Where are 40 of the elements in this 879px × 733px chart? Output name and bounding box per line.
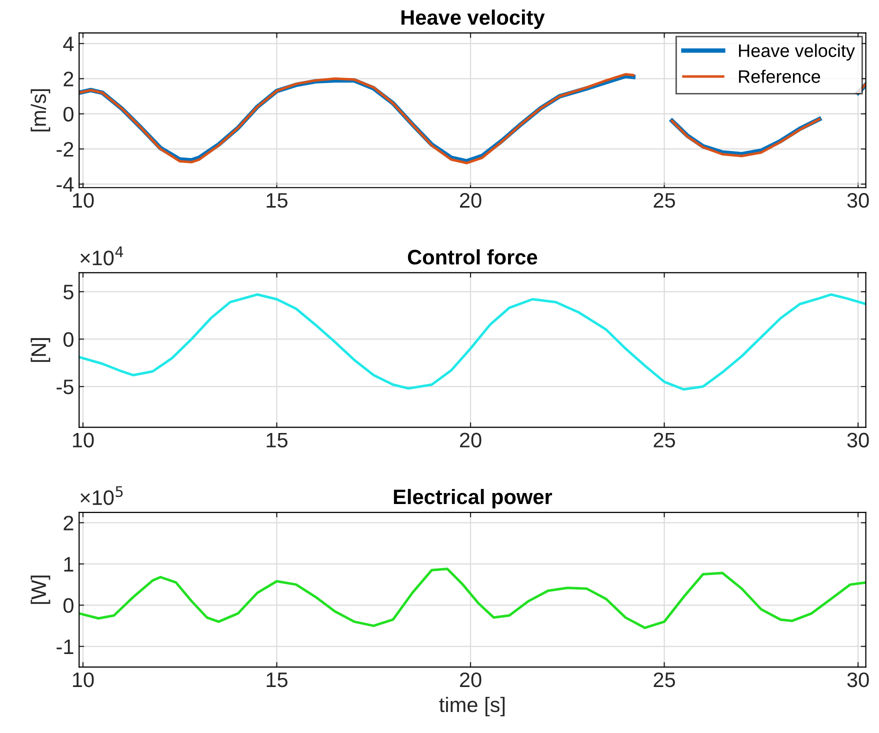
y-tick-label: 4 [63,36,74,52]
y-tick-label: 0 [63,106,74,122]
legend-label: Heave velocity [739,44,855,61]
x-tick-label: 15 [266,193,288,208]
y-tick-label: -4 [56,177,74,192]
x-axis-title: time [s] [439,696,505,716]
y-axis-title: [N] [30,338,50,362]
x-tick-label: 25 [654,672,676,688]
y-tick-label: 1 [64,557,74,572]
chart-title: Control force [408,249,538,265]
y-tick-label: 2 [64,72,74,86]
x-tick-label: 30 [847,432,869,448]
x-tick-label: 20 [460,672,482,688]
x-tick-label: 10 [72,193,94,208]
y-tick-label: 0 [63,598,74,613]
x-tick-label: 15 [266,432,288,448]
y-tick-label: 2 [64,516,74,530]
y-axis-title: [W] [30,576,50,604]
text: ×10$^{4}$ [80,246,124,266]
x-tick-label: 10 [72,432,94,448]
x-tick-label: 25 [654,193,676,208]
legend-label: Reference [739,70,820,83]
x-tick-label: 25 [654,432,676,448]
y-tick-label: 0 [63,332,74,347]
y-axis-title: [m/s] [30,89,50,132]
chart-title: Heave velocity [401,10,545,29]
y-tick-label: 5 [63,284,74,300]
line-series [79,293,866,391]
chart-title: Electrical power [394,488,552,508]
x-tick-label: 20 [460,432,482,448]
text: ×10$^{5}$ [80,486,123,506]
x-tick-label: 20 [460,193,482,208]
y-tick-label: -2 [56,142,74,157]
line-series [79,568,866,630]
y-tick-label: -1 [56,640,74,654]
y-tick-label: -5 [56,380,74,394]
x-tick-label: 30 [847,193,869,208]
x-tick-label: 30 [847,672,869,688]
x-tick-label: 15 [266,672,288,688]
x-tick-label: 10 [72,672,94,688]
